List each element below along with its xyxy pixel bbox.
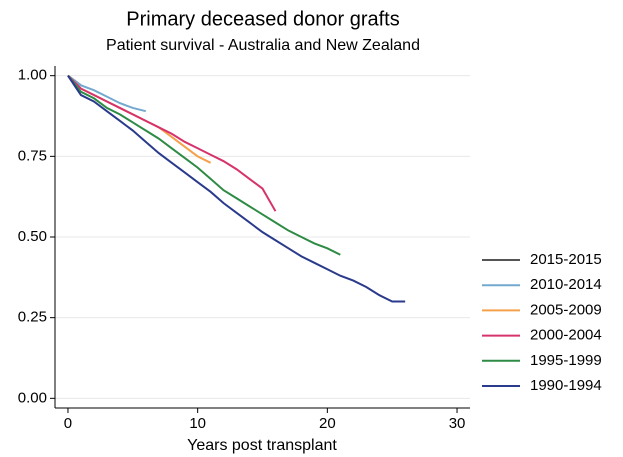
x-tick-label: 20 bbox=[319, 415, 336, 432]
y-tick-label: 1.00 bbox=[18, 67, 47, 84]
x-tick-label: 10 bbox=[189, 415, 206, 432]
legend-label: 1995-1999 bbox=[530, 352, 602, 369]
y-tick-label: 0.00 bbox=[18, 389, 47, 406]
survival-line bbox=[67, 74, 147, 113]
x-axis-label: Years post transplant bbox=[187, 437, 337, 454]
x-tick-label: 30 bbox=[449, 415, 466, 432]
legend-label: 2015-2015 bbox=[530, 251, 602, 268]
survival-line bbox=[67, 74, 277, 212]
survival-line bbox=[67, 75, 406, 303]
y-tick-label: 0.25 bbox=[18, 309, 47, 326]
y-tick-label: 0.50 bbox=[18, 228, 47, 245]
x-tick-label: 0 bbox=[64, 415, 72, 432]
survival-line bbox=[67, 75, 341, 256]
legend-label: 2005-2009 bbox=[530, 301, 602, 318]
y-tick-label: 0.75 bbox=[18, 147, 47, 164]
legend-label: 2000-2004 bbox=[530, 327, 602, 344]
legend-label: 2010-2014 bbox=[530, 276, 602, 293]
legend-label: 1990-1994 bbox=[530, 377, 602, 394]
chart-subtitle: Patient survival - Australia and New Zea… bbox=[106, 37, 420, 54]
chart-title: Primary deceased donor grafts bbox=[126, 8, 399, 30]
